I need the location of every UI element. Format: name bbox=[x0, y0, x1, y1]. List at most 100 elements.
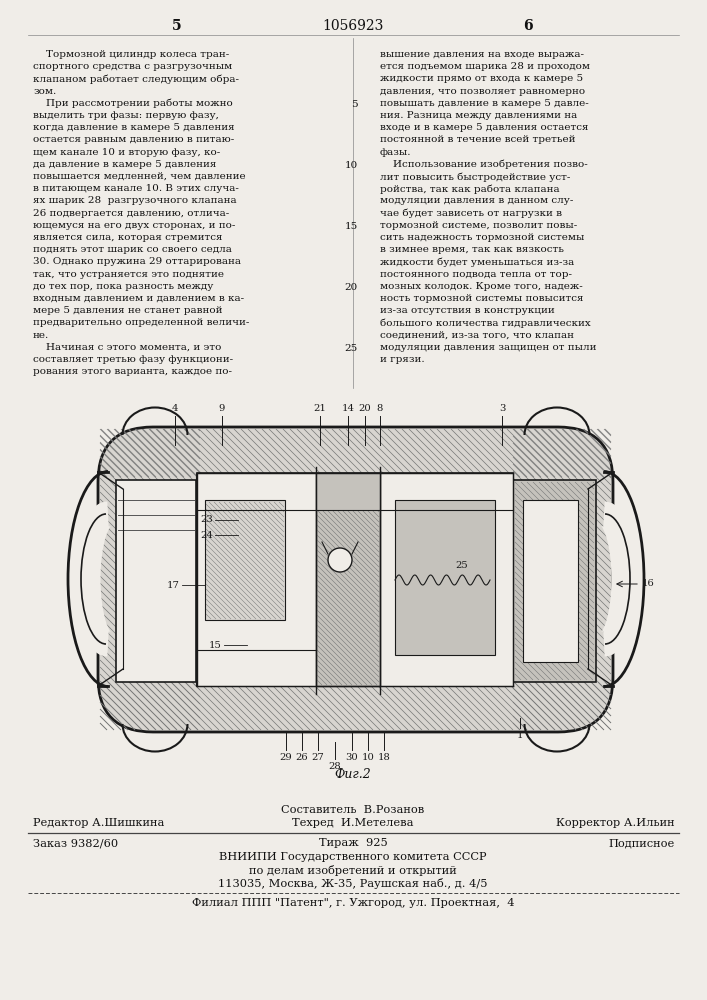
Text: клапаном работает следующим обра-: клапаном работает следующим обра- bbox=[33, 74, 239, 84]
Text: 25: 25 bbox=[455, 560, 468, 570]
Text: щем канале 10 и вторую фазу, ко-: щем канале 10 и вторую фазу, ко- bbox=[33, 148, 221, 157]
Text: постоянного подвода тепла от тор-: постоянного подвода тепла от тор- bbox=[380, 270, 572, 279]
Text: 29: 29 bbox=[280, 753, 293, 762]
Text: не.: не. bbox=[33, 331, 49, 340]
Text: фазы.: фазы. bbox=[380, 148, 411, 157]
Text: по делам изобретений и открытий: по делам изобретений и открытий bbox=[249, 865, 457, 876]
Text: 30. Однако пружина 29 оттарирована: 30. Однако пружина 29 оттарирована bbox=[33, 257, 241, 266]
Text: сить надежность тормозной системы: сить надежность тормозной системы bbox=[380, 233, 585, 242]
Text: Подписное: Подписное bbox=[609, 838, 675, 848]
Text: модуляции давления в данном слу-: модуляции давления в данном слу- bbox=[380, 196, 573, 205]
Text: соединений, из-за того, что клапан: соединений, из-за того, что клапан bbox=[380, 331, 574, 340]
Text: 18: 18 bbox=[378, 753, 390, 762]
Bar bbox=[395, 500, 495, 655]
Text: 5: 5 bbox=[351, 100, 358, 109]
Bar bbox=[513, 480, 596, 682]
Text: 1056923: 1056923 bbox=[322, 19, 384, 33]
Text: 15: 15 bbox=[209, 641, 222, 650]
Text: 4: 4 bbox=[172, 404, 178, 413]
Text: поднять этот шарик со своего седла: поднять этот шарик со своего седла bbox=[33, 245, 232, 254]
Text: в питающем канале 10. В этих случа-: в питающем канале 10. В этих случа- bbox=[33, 184, 239, 193]
Text: остается равным давлению в питаю-: остается равным давлению в питаю- bbox=[33, 135, 234, 144]
Text: 21: 21 bbox=[314, 404, 327, 413]
Text: ройства, так как работа клапана: ройства, так как работа клапана bbox=[380, 184, 560, 194]
Text: Составитель  В.Розанов: Составитель В.Розанов bbox=[281, 805, 425, 815]
Text: повышается медленней, чем давление: повышается медленней, чем давление bbox=[33, 172, 245, 181]
Text: постоянной в течение всей третьей: постоянной в течение всей третьей bbox=[380, 135, 575, 144]
Bar bbox=[316, 473, 380, 686]
Text: Корректор А.Ильин: Корректор А.Ильин bbox=[556, 818, 675, 828]
Text: 3: 3 bbox=[499, 404, 506, 413]
Text: 5: 5 bbox=[173, 19, 182, 33]
Text: 26: 26 bbox=[296, 753, 308, 762]
Text: спортного средства с разгрузочным: спортного средства с разгрузочным bbox=[33, 62, 233, 71]
Text: повышать давление в камере 5 давле-: повышать давление в камере 5 давле- bbox=[380, 99, 589, 108]
Text: из-за отсутствия в конструкции: из-за отсутствия в конструкции bbox=[380, 306, 555, 315]
Text: 27: 27 bbox=[312, 753, 325, 762]
Text: 30: 30 bbox=[346, 753, 358, 762]
Text: Тираж  925: Тираж 925 bbox=[319, 838, 387, 848]
Text: Использование изобретения позво-: Использование изобретения позво- bbox=[380, 160, 588, 169]
Text: ния. Разница между давлениями на: ния. Разница между давлениями на bbox=[380, 111, 577, 120]
Bar bbox=[523, 500, 578, 662]
Text: ется подъемом шарика 28 и проходом: ется подъемом шарика 28 и проходом bbox=[380, 62, 590, 71]
Text: 20: 20 bbox=[345, 283, 358, 292]
Text: модуляции давления защищен от пыли: модуляции давления защищен от пыли bbox=[380, 343, 597, 352]
Bar bbox=[196, 473, 316, 686]
Text: жидкости будет уменьшаться из-за: жидкости будет уменьшаться из-за bbox=[380, 257, 574, 267]
Text: 16: 16 bbox=[642, 580, 655, 588]
Text: 6: 6 bbox=[523, 19, 533, 33]
Text: 24: 24 bbox=[200, 530, 213, 540]
Text: когда давление в камере 5 давления: когда давление в камере 5 давления bbox=[33, 123, 235, 132]
FancyBboxPatch shape bbox=[98, 427, 613, 732]
Text: является сила, которая стремится: является сила, которая стремится bbox=[33, 233, 223, 242]
Text: 23: 23 bbox=[200, 516, 213, 524]
Text: составляет третью фазу функциони-: составляет третью фазу функциони- bbox=[33, 355, 233, 364]
Circle shape bbox=[328, 548, 352, 572]
Text: большого количества гидравлических: большого количества гидравлических bbox=[380, 318, 591, 328]
Text: до тех пор, пока разность между: до тех пор, пока разность между bbox=[33, 282, 214, 291]
Text: вышение давления на входе выража-: вышение давления на входе выража- bbox=[380, 50, 584, 59]
Text: Филиал ППП "Патент", г. Ужгород, ул. Проектная,  4: Филиал ППП "Патент", г. Ужгород, ул. Про… bbox=[192, 898, 514, 908]
Text: 113035, Москва, Ж-35, Раушская наб., д. 4/5: 113035, Москва, Ж-35, Раушская наб., д. … bbox=[218, 878, 488, 889]
Bar bbox=[116, 480, 196, 682]
Text: Редактор А.Шишкина: Редактор А.Шишкина bbox=[33, 818, 164, 828]
Text: 17: 17 bbox=[167, 580, 180, 589]
Text: Тормозной цилиндр колеса тран-: Тормозной цилиндр колеса тран- bbox=[33, 50, 229, 59]
Text: предварительно определенной величи-: предварительно определенной величи- bbox=[33, 318, 250, 327]
Text: 9: 9 bbox=[218, 404, 226, 413]
Text: мозных колодок. Кроме того, надеж-: мозных колодок. Кроме того, надеж- bbox=[380, 282, 583, 291]
Text: жидкости прямо от входа к камере 5: жидкости прямо от входа к камере 5 bbox=[380, 74, 583, 83]
Text: 10: 10 bbox=[361, 753, 375, 762]
Bar bbox=[205, 500, 285, 620]
Text: выделить три фазы: первую фазу,: выделить три фазы: первую фазу, bbox=[33, 111, 219, 120]
Text: 26 подвергается давлению, отлича-: 26 подвергается давлению, отлича- bbox=[33, 209, 229, 218]
Text: в зимнее время, так как вязкость: в зимнее время, так как вязкость bbox=[380, 245, 564, 254]
Text: 10: 10 bbox=[345, 161, 358, 170]
Text: лит повысить быстродействие уст-: лит повысить быстродействие уст- bbox=[380, 172, 571, 182]
Text: Начиная с этого момента, и это: Начиная с этого момента, и это bbox=[33, 343, 221, 352]
Text: 15: 15 bbox=[345, 222, 358, 231]
Text: 25: 25 bbox=[345, 344, 358, 353]
Text: да давление в камере 5 давления: да давление в камере 5 давления bbox=[33, 160, 216, 169]
Text: давления, что позволяет равномерно: давления, что позволяет равномерно bbox=[380, 87, 585, 96]
Text: чае будет зависеть от нагрузки в: чае будет зависеть от нагрузки в bbox=[380, 209, 562, 218]
Text: 1: 1 bbox=[517, 730, 523, 740]
Text: так, что устраняется это поднятие: так, что устраняется это поднятие bbox=[33, 270, 224, 279]
Bar bbox=[197, 473, 513, 686]
Text: и грязи.: и грязи. bbox=[380, 355, 425, 364]
Text: ях шарик 28  разгрузочного клапана: ях шарик 28 разгрузочного клапана bbox=[33, 196, 237, 205]
Text: 14: 14 bbox=[341, 404, 354, 413]
Text: 8: 8 bbox=[377, 404, 383, 413]
Text: ность тормозной системы повысится: ность тормозной системы повысится bbox=[380, 294, 583, 303]
Text: входным давлением и давлением в ка-: входным давлением и давлением в ка- bbox=[33, 294, 244, 303]
Text: Фиг.2: Фиг.2 bbox=[334, 768, 371, 782]
Text: 20: 20 bbox=[358, 404, 371, 413]
Text: ВНИИПИ Государственного комитета СССР: ВНИИПИ Государственного комитета СССР bbox=[219, 852, 486, 862]
Bar bbox=[316, 473, 380, 510]
Text: мере 5 давления не станет равной: мере 5 давления не станет равной bbox=[33, 306, 223, 315]
Text: При рассмотрении работы можно: При рассмотрении работы можно bbox=[33, 99, 233, 108]
Text: зом.: зом. bbox=[33, 87, 57, 96]
Text: входе и в камере 5 давления остается: входе и в камере 5 давления остается bbox=[380, 123, 588, 132]
Text: тормозной системе, позволит повы-: тормозной системе, позволит повы- bbox=[380, 221, 577, 230]
